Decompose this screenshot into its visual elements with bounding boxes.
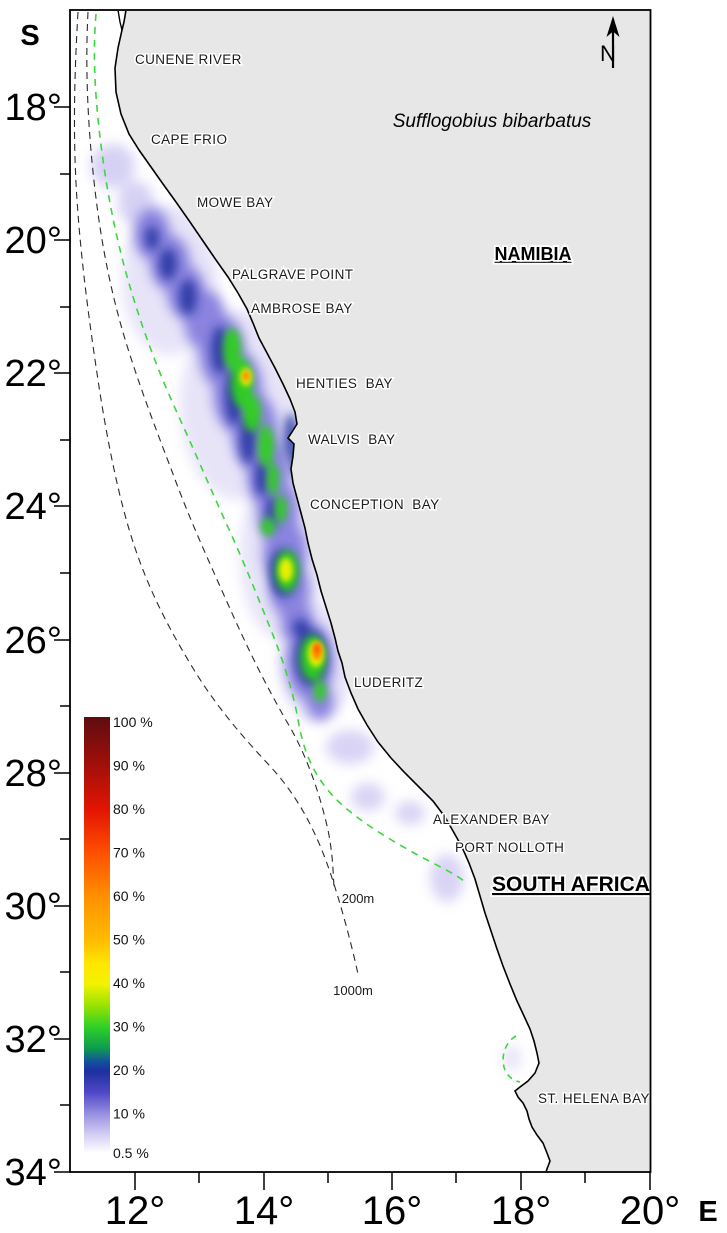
heatmap-hotspot-core [314,644,320,654]
lon-label-14: 14° [234,1189,295,1233]
latitude-axis-labels: 18° 20° 22° 24° 26° 28° 30° 32° 34° [5,87,62,1194]
place-label-henties-bay: HENTIES BAY [296,376,393,391]
country-label-south-africa: SOUTH AFRICA [492,873,650,896]
cunene-river-bank [117,11,123,31]
legend-label-50: 50 % [113,932,145,948]
place-label-mowe-bay: MOWE BAY [197,195,273,210]
lat-label-26: 26° [5,620,62,662]
latitude-minor-ticks [60,173,70,1106]
place-label-conception-bay: CONCEPTION BAY [310,497,440,512]
lat-label-32: 32° [5,1019,62,1061]
longitude-axis-labels: 12° 14° 16° 18° 20° [105,1189,681,1233]
legend-label-05: 0.5 % [113,1145,149,1161]
legend-label-80: 80 % [113,801,145,817]
legend-label-90: 90 % [113,758,145,774]
isobath-label-1000m: 1000m [333,983,373,998]
north-arrow-icon: N [600,16,620,68]
lat-label-34: 34° [5,1152,62,1194]
latitude-major-ticks [54,106,70,1173]
lat-label-30: 30° [5,886,62,928]
lon-label-20: 20° [620,1189,681,1233]
land-area [115,11,650,1171]
map-frame [69,9,652,1173]
contour-lines [73,11,521,1083]
north-arrow-letter: N [600,41,616,66]
density-heatmap [91,144,521,1071]
lon-label-18: 18° [491,1189,552,1233]
legend-label-60: 60 % [113,888,145,904]
legend-label-20: 20 % [113,1062,145,1078]
lon-label-12: 12° [105,1189,166,1233]
longitude-major-ticks [134,1172,651,1190]
legend-label-10: 10 % [113,1106,145,1122]
place-label-cunene-river: CUNENE RIVER [135,52,242,67]
legend-label-100: 100 % [113,714,153,730]
place-label-palgrave-point: PALGRAVE POINT [232,267,353,282]
corner-label-south: S [20,20,39,52]
legend-colorbar [84,717,110,1153]
lat-label-22: 22° [5,353,62,395]
country-label-namibia: NAMIBIA [495,244,572,264]
place-label-cape-frio: CAPE FRIO [151,132,227,147]
legend-label-30: 30 % [113,1019,145,1035]
place-label-port-nolloth: PORT NOLLOTH [455,840,564,855]
place-labels: CUNENE RIVER CAPE FRIO MOWE BAY PALGRAVE… [134,51,652,1108]
isobath-label-200m: 200m [342,891,375,906]
species-title: Sufflogobius bibarbatus [393,111,592,132]
lat-label-24: 24° [5,486,62,528]
legend-label-70: 70 % [113,845,145,861]
lat-label-20: 20° [5,220,62,262]
legend: 100 % 90 % 80 % 70 % 60 % 50 % 40 % 30 %… [84,714,153,1161]
coastline [114,11,551,1171]
place-label-walvis-bay: WALVIS BAY [308,432,395,447]
legend-label-40: 40 % [113,975,145,991]
shelf-boundary-line [93,13,465,882]
land-group [114,11,650,1171]
corner-label-east: E [698,1196,717,1228]
lat-label-28: 28° [5,753,62,795]
place-label-ambrose-bay: AMBROSE BAY [251,301,353,316]
axis-ticks [54,106,651,1190]
place-label-st-helena-bay: ST. HELENA BAY [538,1091,650,1106]
lat-label-18: 18° [5,87,62,129]
shelf-boundary-st-helena [502,1035,521,1083]
longitude-minor-ticks [198,1172,586,1183]
place-label-luderitz: LUDERITZ [354,675,423,690]
isobath-1000m [73,11,359,975]
place-label-alexander-bay: ALEXANDER BAY [433,812,550,827]
isobath-200m [86,11,335,888]
lon-label-16: 16° [362,1189,423,1233]
